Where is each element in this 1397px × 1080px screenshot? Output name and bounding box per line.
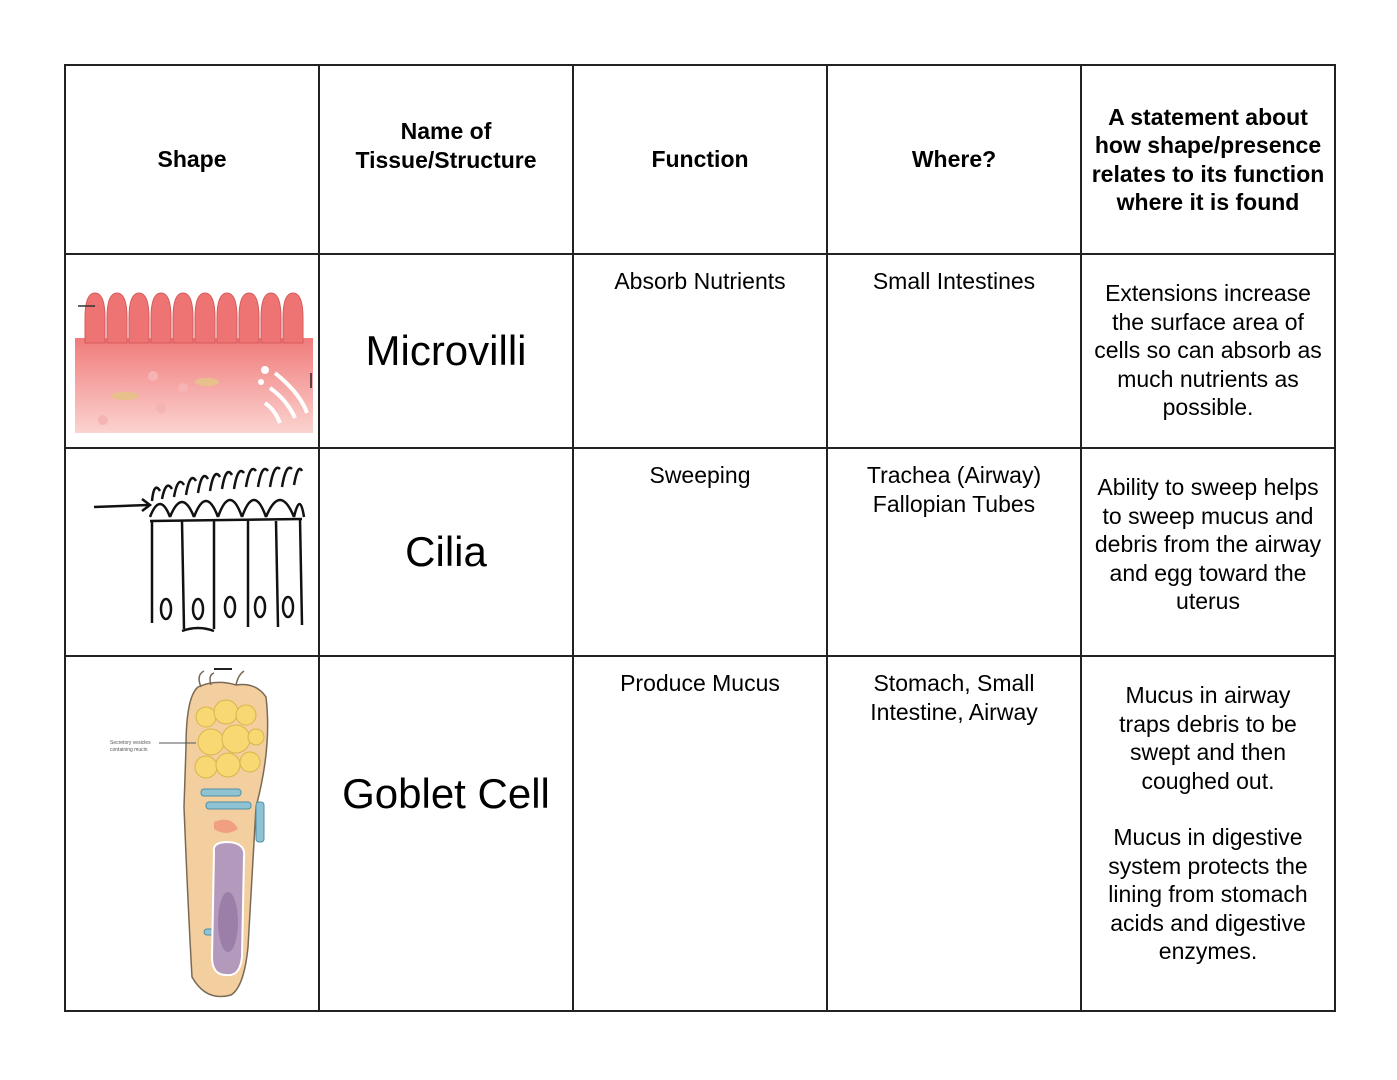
tissue-table: Shape Name of Tissue/Structure Function …: [64, 64, 1336, 1012]
table-row: Secretory vesicles containing mucin Gobl…: [64, 655, 1336, 1012]
name-cell: Microvilli: [318, 253, 574, 449]
svg-text:Secretory vesicles: Secretory vesicles: [110, 740, 151, 746]
statement-cell: Extensions increase the surface area of …: [1080, 253, 1336, 449]
header-statement: A statement about how shape/presence rel…: [1080, 64, 1336, 255]
function-cell: Absorb Nutrients: [572, 253, 828, 449]
header-function: Function: [572, 64, 828, 255]
name-cell: Cilia: [318, 447, 574, 657]
goblet-cell-image: Secretory vesicles containing mucin: [110, 668, 269, 998]
where-cell: Stomach, Small Intestine, Airway: [826, 655, 1082, 1012]
microvilli-image: [75, 292, 313, 433]
where-cell: Trachea (Airway) Fallopian Tubes: [826, 447, 1082, 657]
table-row: Cilia Sweeping Trachea (Airway) Fallopia…: [64, 447, 1336, 657]
header-name: Name of Tissue/Structure: [318, 64, 574, 255]
shape-cell: [64, 253, 320, 449]
statement-cell: Mucus in airway traps debris to be swept…: [1080, 655, 1336, 1012]
shape-cell: Secretory vesicles containing mucin: [64, 655, 320, 1012]
header-where: Where?: [826, 64, 1082, 255]
where-cell: Small Intestines: [826, 253, 1082, 449]
name-cell: Goblet Cell: [318, 655, 574, 1012]
function-cell: Produce Mucus: [572, 655, 828, 1012]
header-row: Shape Name of Tissue/Structure Function …: [64, 64, 1336, 255]
statement-cell: Ability to sweep helps to sweep mucus an…: [1080, 447, 1336, 657]
header-shape: Shape: [64, 64, 320, 255]
shape-cell: [64, 447, 320, 657]
svg-text:containing mucin: containing mucin: [110, 747, 148, 753]
table-row: Microvilli Absorb Nutrients Small Intest…: [64, 253, 1336, 449]
cilia-image: [93, 466, 306, 633]
function-cell: Sweeping: [572, 447, 828, 657]
